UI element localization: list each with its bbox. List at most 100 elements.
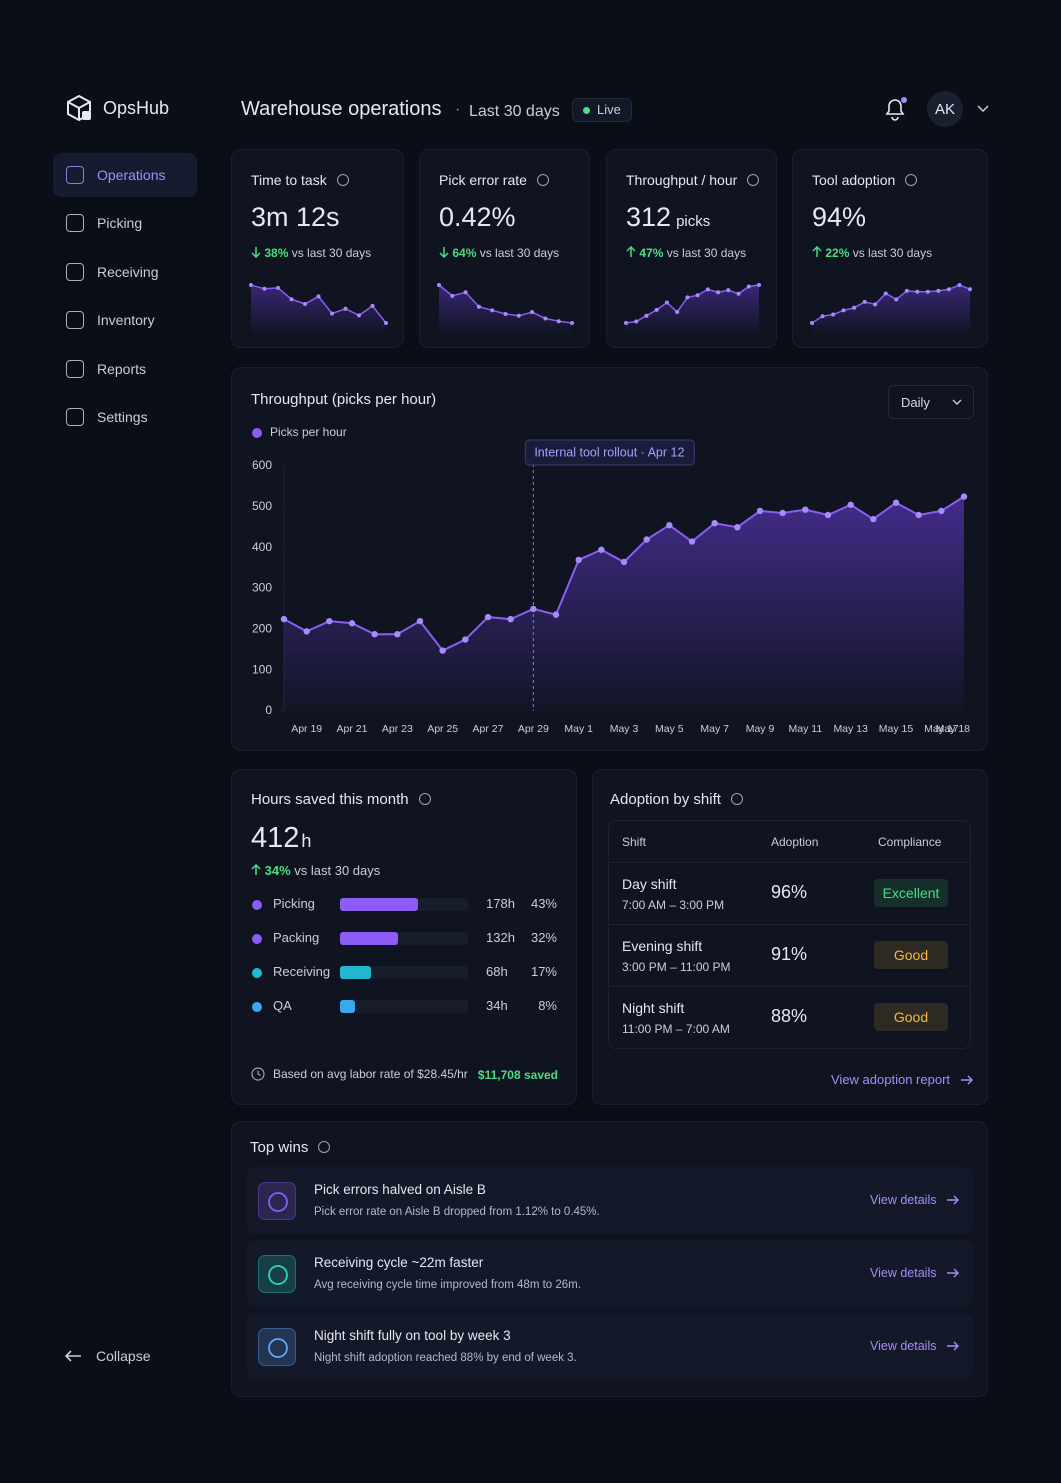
data-point bbox=[870, 515, 877, 523]
data-point bbox=[711, 519, 718, 527]
period-select[interactable]: Daily bbox=[888, 385, 974, 419]
row-name: QA bbox=[273, 998, 292, 1013]
data-point bbox=[598, 546, 605, 553]
y-tick-label: 0 bbox=[265, 703, 272, 717]
trend-arrow bbox=[439, 247, 449, 259]
sparkline-point bbox=[716, 290, 721, 295]
info-icon[interactable] bbox=[536, 174, 549, 186]
kpi-label-text: Tool adoption bbox=[812, 172, 896, 188]
sparkline-point bbox=[810, 321, 814, 325]
win-title: Receiving cycle ~22m faster bbox=[314, 1255, 484, 1270]
logo-icon bbox=[67, 94, 91, 122]
info-icon[interactable] bbox=[730, 793, 743, 805]
info-icon[interactable] bbox=[336, 174, 349, 186]
nav-item[interactable]: Receiving bbox=[53, 250, 197, 294]
x-tick-label: Apr 19 bbox=[291, 723, 322, 735]
nav-item[interactable]: Inventory bbox=[53, 298, 197, 342]
sparkline-point bbox=[654, 307, 659, 312]
nav-item[interactable]: Operations bbox=[53, 153, 197, 197]
x-tick-label: Apr 29 bbox=[518, 723, 549, 735]
sparkline-point bbox=[852, 305, 857, 310]
data-point bbox=[371, 631, 378, 638]
hours-delta-value: 34% bbox=[264, 863, 291, 878]
nav-item[interactable]: Settings bbox=[53, 395, 197, 439]
sparkline-point bbox=[330, 311, 334, 316]
sparkline-point bbox=[556, 319, 561, 324]
sparkline-point bbox=[503, 311, 508, 316]
info-icon[interactable] bbox=[318, 1141, 331, 1153]
row-hours: 132h bbox=[486, 930, 515, 945]
adoption-title: Adoption by shift bbox=[610, 791, 743, 808]
adoption-card: Adoption by shift Shift Adoption Complianc… bbox=[592, 769, 988, 1105]
kpi-card: Time to task 3m 12s 38% vs last 30 days bbox=[231, 149, 404, 348]
kpi-value: 3m 12s bbox=[251, 202, 340, 233]
chart-card: Throughput (picks per hour) 0 100 200 300 40… bbox=[231, 367, 988, 751]
kpi-delta-value: 38% bbox=[264, 246, 289, 260]
info-icon[interactable] bbox=[747, 174, 760, 186]
sidebar-nav: Operations Picking Receiving Inventory Repor… bbox=[53, 153, 197, 453]
shift-hours: 11:00 PM – 7:00 AM bbox=[622, 1022, 730, 1036]
info-icon[interactable] bbox=[418, 793, 431, 805]
shift-name: Day shift bbox=[622, 876, 677, 892]
data-point bbox=[915, 511, 922, 519]
view-details-link[interactable]: View details bbox=[870, 1339, 960, 1353]
sparkline-point bbox=[820, 314, 825, 319]
arrow-icon bbox=[947, 1268, 960, 1278]
compliance-badge: Excellent bbox=[874, 879, 948, 907]
row-hours: 34h bbox=[486, 998, 508, 1013]
row-hours: 178h bbox=[486, 896, 515, 911]
clock-icon bbox=[251, 1067, 265, 1081]
hours-unit: h bbox=[301, 831, 312, 851]
collapse-button[interactable]: Collapse bbox=[64, 1348, 150, 1364]
info-icon[interactable] bbox=[905, 174, 918, 186]
x-tick-label: May 9 bbox=[746, 723, 775, 735]
data-point bbox=[847, 501, 854, 508]
sparkline-point bbox=[883, 291, 888, 296]
kpi-label-text: Time to task bbox=[251, 172, 327, 188]
kpi-value: 312 picks bbox=[626, 202, 710, 233]
bar bbox=[340, 898, 419, 911]
annotation-box bbox=[524, 439, 695, 466]
kpi-unit: picks bbox=[676, 213, 711, 230]
avatar[interactable]: AK bbox=[927, 91, 963, 127]
sparkline bbox=[249, 283, 388, 335]
data-point bbox=[326, 617, 333, 625]
hours-footnote: Based on avg labor rate of $28.45/hr bbox=[251, 1067, 468, 1081]
sparkline-point bbox=[463, 290, 468, 295]
trend-arrow bbox=[251, 247, 261, 259]
x-tick-label: May 5 bbox=[655, 723, 684, 735]
kpi-label: Pick error rate bbox=[439, 172, 549, 188]
data-point bbox=[938, 507, 945, 515]
data-point bbox=[620, 558, 628, 566]
nav-label: Receiving bbox=[97, 263, 159, 280]
win-icon bbox=[258, 1255, 296, 1293]
kpi-value-text: 94% bbox=[812, 202, 867, 232]
sparkline bbox=[624, 283, 761, 335]
kpi-delta-text: vs last 30 days bbox=[852, 246, 933, 260]
view-details-link[interactable]: View details bbox=[870, 1193, 960, 1207]
nav-item[interactable]: Picking bbox=[53, 201, 197, 245]
sparkline bbox=[437, 283, 574, 335]
data-point bbox=[484, 613, 492, 621]
live-label: Live bbox=[597, 102, 621, 117]
data-point bbox=[802, 506, 809, 513]
footnote-text: Based on avg labor rate of $28.45/hr bbox=[273, 1067, 468, 1081]
notifications[interactable] bbox=[881, 94, 909, 122]
nav-item[interactable]: Reports bbox=[53, 347, 197, 391]
sparkline-point bbox=[757, 283, 761, 287]
data-point bbox=[462, 636, 469, 643]
adoption-report-link[interactable]: View adoption report bbox=[831, 1072, 974, 1087]
sparkline-point bbox=[873, 302, 878, 307]
x-tick-label: May 11 bbox=[789, 723, 823, 735]
sparkline-area bbox=[439, 285, 572, 335]
sparkline-point bbox=[490, 308, 495, 313]
data-point bbox=[303, 628, 310, 635]
x-tick-label: May 1 bbox=[564, 723, 593, 735]
shift-hours: 7:00 AM – 3:00 PM bbox=[622, 898, 725, 912]
view-details-link[interactable]: View details bbox=[870, 1266, 960, 1280]
kpi-delta-text: vs last 30 days bbox=[479, 246, 560, 260]
sparkline-point bbox=[303, 302, 307, 306]
sparkline-point bbox=[644, 313, 649, 318]
data-point bbox=[892, 499, 900, 506]
account-menu[interactable] bbox=[976, 103, 990, 115]
